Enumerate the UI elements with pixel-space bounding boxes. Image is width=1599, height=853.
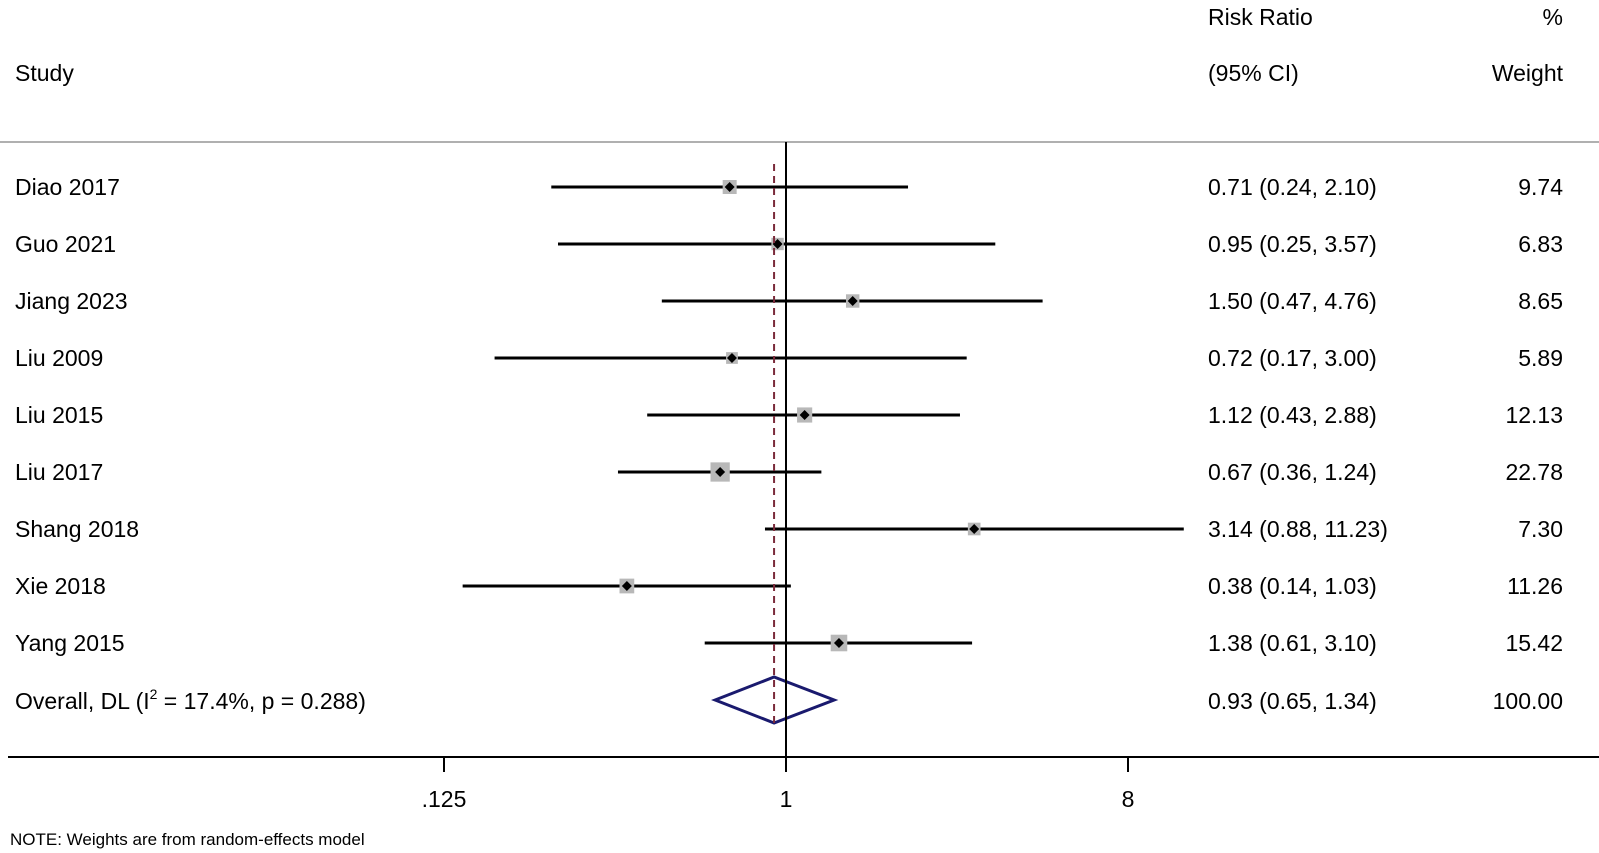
study-name: Liu 2015	[15, 402, 103, 428]
overall-diamond	[711, 675, 839, 725]
study-row: Yang 2015 1.38 (0.61, 3.10) 15.42	[15, 630, 1563, 656]
weight-text: 8.65	[1518, 288, 1563, 314]
weight-text: 9.74	[1518, 174, 1563, 200]
study-name: Yang 2015	[15, 630, 125, 656]
weight-header: Weight	[1492, 60, 1564, 86]
risk-ratio-header: Risk Ratio	[1208, 4, 1313, 30]
point-estimate	[799, 410, 810, 420]
overall-weight-text: 100.00	[1493, 688, 1563, 714]
overall-ci-text: 0.93 (0.65, 1.34)	[1208, 688, 1377, 714]
study-row: Jiang 2023 1.50 (0.47, 4.76) 8.65	[15, 288, 1563, 314]
study-row: Shang 2018 3.14 (0.88, 11.23) 7.30	[15, 516, 1563, 542]
ci-text: 1.12 (0.43, 2.88)	[1208, 402, 1377, 428]
weight-text: 11.26	[1507, 573, 1563, 599]
study-column-header: Study	[15, 60, 74, 86]
point-estimate	[724, 182, 735, 192]
overall-label: Overall, DL (I2 = 17.4%, p = 0.288)	[15, 686, 366, 714]
point-estimate	[833, 638, 844, 648]
weight-text: 7.30	[1518, 516, 1563, 542]
study-row: Diao 2017 0.71 (0.24, 2.10) 9.74	[15, 174, 1563, 200]
study-row: Liu 2017 0.67 (0.36, 1.24) 22.78	[15, 459, 1563, 485]
point-estimate	[969, 524, 980, 534]
ci-header: (95% CI)	[1208, 60, 1299, 86]
weight-text: 12.13	[1505, 402, 1563, 428]
weight-text: 15.42	[1505, 630, 1563, 656]
x-axis-ticks: .125 1 8	[422, 757, 1135, 812]
point-estimate	[847, 296, 858, 306]
study-row: Liu 2009 0.72 (0.17, 3.00) 5.89	[15, 345, 1563, 371]
percent-header: %	[1543, 4, 1563, 30]
point-estimate	[726, 353, 737, 363]
ci-text: 3.14 (0.88, 11.23)	[1208, 516, 1388, 542]
ci-text: 0.71 (0.24, 2.10)	[1208, 174, 1377, 200]
study-name: Jiang 2023	[15, 288, 128, 314]
x-tick-label: 8	[1122, 786, 1135, 812]
weight-text: 22.78	[1505, 459, 1563, 485]
ci-text: 0.95 (0.25, 3.57)	[1208, 231, 1377, 257]
point-estimate	[621, 581, 632, 591]
ci-text: 0.67 (0.36, 1.24)	[1208, 459, 1377, 485]
ci-text: 0.72 (0.17, 3.00)	[1208, 345, 1377, 371]
study-row: Guo 2021 0.95 (0.25, 3.57) 6.83	[15, 231, 1563, 257]
x-tick-label: .125	[422, 786, 467, 812]
study-name: Liu 2009	[15, 345, 103, 371]
study-name: Diao 2017	[15, 174, 120, 200]
study-rows: Diao 2017 0.71 (0.24, 2.10) 9.74 Guo 2021 0.…	[15, 174, 1563, 656]
footnote: NOTE: Weights are from random-effects mo…	[10, 830, 365, 849]
study-name: Xie 2018	[15, 573, 106, 599]
study-name: Guo 2021	[15, 231, 116, 257]
x-tick-label: 1	[780, 786, 793, 812]
study-name: Liu 2017	[15, 459, 103, 485]
study-name: Shang 2018	[15, 516, 139, 542]
ci-text: 1.38 (0.61, 3.10)	[1208, 630, 1377, 656]
study-row: Xie 2018 0.38 (0.14, 1.03) 11.26	[15, 573, 1563, 599]
weight-text: 6.83	[1518, 231, 1563, 257]
weight-text: 5.89	[1518, 345, 1563, 371]
point-estimate	[715, 467, 726, 477]
ci-text: 0.38 (0.14, 1.03)	[1208, 573, 1377, 599]
ci-text: 1.50 (0.47, 4.76)	[1208, 288, 1377, 314]
study-row: Liu 2015 1.12 (0.43, 2.88) 12.13	[15, 402, 1563, 428]
